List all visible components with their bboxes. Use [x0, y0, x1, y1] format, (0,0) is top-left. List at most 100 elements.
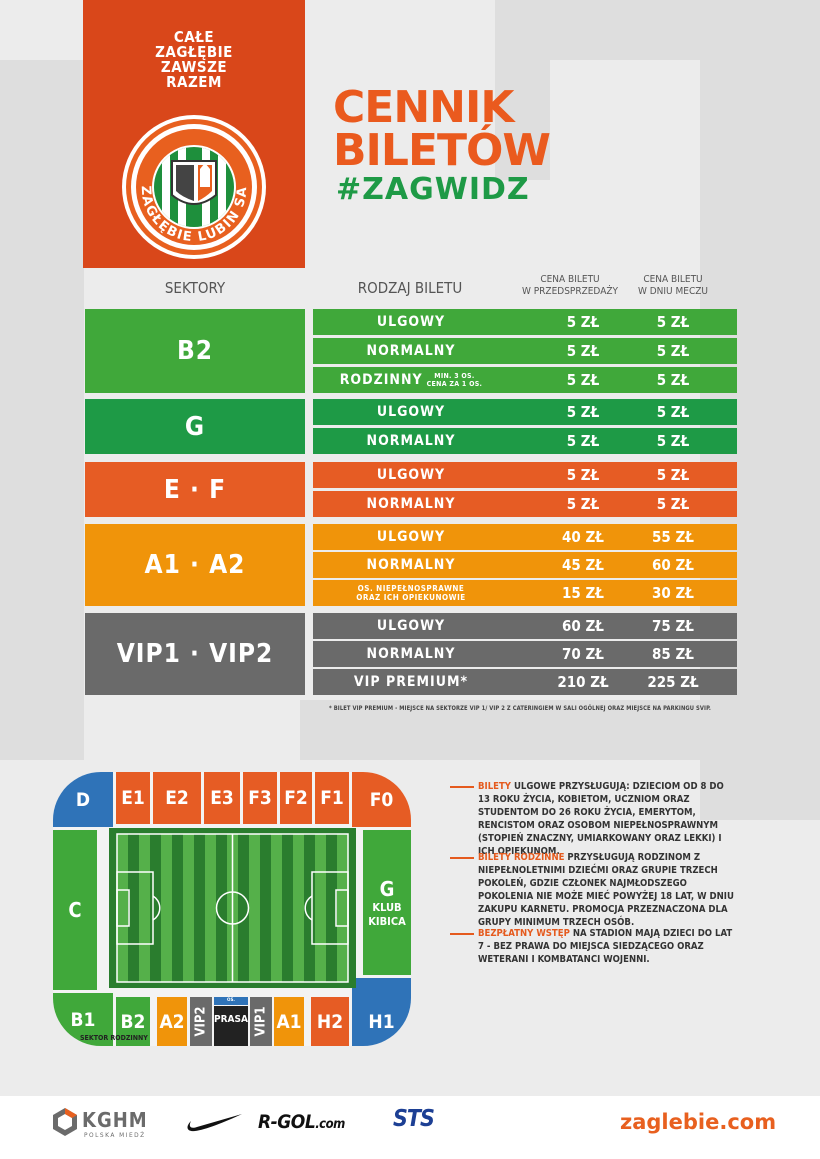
sector-label: F0: [369, 788, 394, 811]
ticket-type: NORMALNY: [366, 496, 456, 512]
presale-price: 15 ZŁ: [562, 584, 604, 602]
club-crest: ZAGŁĘBIE LUBIN SA: [122, 115, 266, 259]
type-line: OS. NIEPEŁNOSPRAWNE: [357, 584, 465, 593]
sector-a1: A1: [274, 997, 304, 1046]
sector-label: E1: [121, 787, 145, 809]
note-text: NA STADION MAJĄ DZIECI DO LAT 7 - BEZ PR…: [478, 928, 733, 965]
sector-h2: H2: [311, 997, 349, 1046]
ticket-type: NORMALNY: [366, 646, 456, 662]
presale-price: 45 ZŁ: [562, 556, 604, 574]
note-text: PRZYSŁUGUJĄ RODZINOM Z NIEPEŁNOLETNIMI D…: [478, 852, 734, 928]
ticket-type: VIP PREMIUM*: [353, 674, 469, 690]
matchday-price: 5 ZŁ: [656, 466, 690, 484]
price-row: ULGOWY 5 ZŁ 5 ZŁ: [313, 309, 737, 335]
sector-e-f: E · F: [85, 462, 305, 517]
ticket-type: ULGOWY: [376, 467, 446, 483]
sector-vip2: VIP2: [190, 997, 212, 1046]
sts-logo-text: STS: [393, 1106, 435, 1132]
matchday-price: 225 ZŁ: [647, 673, 699, 691]
ticket-type: NORMALNY: [366, 343, 456, 359]
column-header-line: W PRZEDSPRZEDAŻY: [522, 286, 618, 297]
header-panel: CAŁE ZAGŁĘBIE ZAWSZE RAZEM ZAGŁĘBIE LUBI…: [83, 0, 305, 268]
ticket-type-cell: OS. NIEPEŁNOSPRAWNE ORAZ ICH OPIEKUNOWIE: [313, 580, 509, 606]
sector-label: A2: [159, 1010, 185, 1033]
matchday-price: 5 ZŁ: [656, 313, 690, 331]
sector-sublabel: KLUB: [372, 900, 402, 914]
column-header-presale: CENA BILETU W PRZEDSPRZEDAŻY: [520, 274, 620, 298]
ticket-type: NORMALNY: [366, 557, 456, 573]
background-shape: [0, 60, 84, 760]
ticket-type: ULGOWY: [376, 529, 446, 545]
matchday-price: 5 ZŁ: [656, 371, 690, 389]
sector-a2: A2: [157, 997, 187, 1046]
sector-f3: F3: [243, 772, 277, 824]
title-line: CENNIK: [333, 82, 514, 133]
presale-price: 5 ZŁ: [566, 313, 600, 331]
matchday-price: 85 ZŁ: [652, 645, 694, 663]
kghm-logo-text: KGHM: [82, 1108, 148, 1132]
sector-prasa: PRASA: [214, 1006, 248, 1046]
note-dash: [450, 933, 474, 935]
football-pitch: [109, 828, 356, 988]
price-row: ULGOWY 5 ZŁ 5 ZŁ: [313, 462, 737, 488]
sector-label: H2: [316, 1010, 344, 1033]
ticket-type: NORMALNY: [366, 433, 456, 449]
page-title: CENNIK BILETÓW: [333, 82, 551, 176]
ticket-type-note: MIN. 3 OS. CENA ZA 1 OS.: [427, 372, 483, 388]
hashtag: #ZAGWIDZ: [336, 172, 530, 207]
note-lead: BEZPŁATNY WSTĘP: [478, 928, 570, 939]
note-text: ULGOWE PRZYSŁUGUJĄ: DZIECIOM OD 8 DO 13 …: [478, 781, 724, 857]
footer: KGHM POLSKA MIEDŹ R-GOL.com STS zaglebie…: [0, 1096, 820, 1159]
column-header-line: W DNIU MECZU: [638, 286, 708, 297]
background-shape: [300, 700, 820, 760]
sector-label: A1: [276, 1010, 302, 1033]
ticket-type: ULGOWY: [376, 618, 446, 634]
ticket-type-cell: RODZINNY MIN. 3 OS. CENA ZA 1 OS.: [313, 367, 509, 393]
price-row: NORMALNY 5 ZŁ 5 ZŁ: [313, 338, 737, 364]
sector-sublabel: KIBICA: [368, 914, 406, 928]
sector-h1: H1: [352, 978, 411, 1046]
website-link[interactable]: zaglebie.com: [620, 1110, 777, 1134]
sector-label: B2: [120, 1010, 146, 1033]
column-header-line: CENA BILETU: [643, 274, 703, 285]
note-free-entry: BEZPŁATNY WSTĘP NA STADION MAJĄ DZIECI D…: [450, 927, 738, 966]
ticket-type: RODZINNY: [339, 372, 423, 388]
footnote: * BILET VIP PREMIUM - MIEJSCE NA SEKTORZ…: [328, 706, 712, 712]
sector-e3: E3: [204, 772, 240, 824]
sector-label: D: [75, 788, 91, 811]
presale-price: 5 ZŁ: [566, 342, 600, 360]
note-line: MIN. 3 OS.: [434, 372, 475, 380]
nike-swoosh-icon: [187, 1114, 242, 1132]
sector-label: PRASA: [214, 1014, 248, 1025]
matchday-price: 30 ZŁ: [652, 584, 694, 602]
sector-label: H1: [368, 1011, 395, 1033]
sector-label: E2: [165, 787, 189, 809]
sector-label: F1: [320, 787, 344, 809]
matchday-price: 5 ZŁ: [656, 403, 690, 421]
price-row: NORMALNY 5 ZŁ 5 ZŁ: [313, 428, 737, 454]
note-line: CENA ZA 1 OS.: [426, 380, 483, 388]
sector-label: E3: [210, 787, 234, 809]
note-dash: [450, 786, 474, 788]
column-header-matchday: CENA BILETU W DNIU MECZU: [628, 274, 718, 298]
presale-price: 5 ZŁ: [566, 371, 600, 389]
disabled-zone-label: OS. NIEPEŁNOSPR.: [214, 997, 248, 1011]
sector-label: F3: [248, 787, 272, 809]
sector-label: G: [379, 876, 395, 901]
slogan-line: ZAWSZE: [160, 58, 228, 76]
price-row: ULGOWY 5 ZŁ 5 ZŁ: [313, 399, 737, 425]
sector-label: VIP2: [193, 1006, 209, 1037]
sector-b1: B1: [53, 993, 113, 1046]
sector-label: B1: [70, 1008, 96, 1031]
sector-g: G: [85, 399, 305, 454]
sector-f1: F1: [315, 772, 349, 824]
sector-e2: E2: [153, 772, 201, 824]
presale-price: 210 ZŁ: [557, 673, 609, 691]
kghm-tagline: POLSKA MIEDŹ: [84, 1131, 146, 1139]
sector-b2-map: B2: [116, 997, 150, 1046]
rgol-text: R-GOL: [258, 1111, 316, 1133]
sector-a1-a2: A1 · A2: [85, 524, 305, 606]
sector-b2: B2: [85, 309, 305, 393]
price-row: VIP PREMIUM* 210 ZŁ 225 ZŁ: [313, 669, 737, 695]
title-line: BILETÓW: [333, 125, 551, 176]
